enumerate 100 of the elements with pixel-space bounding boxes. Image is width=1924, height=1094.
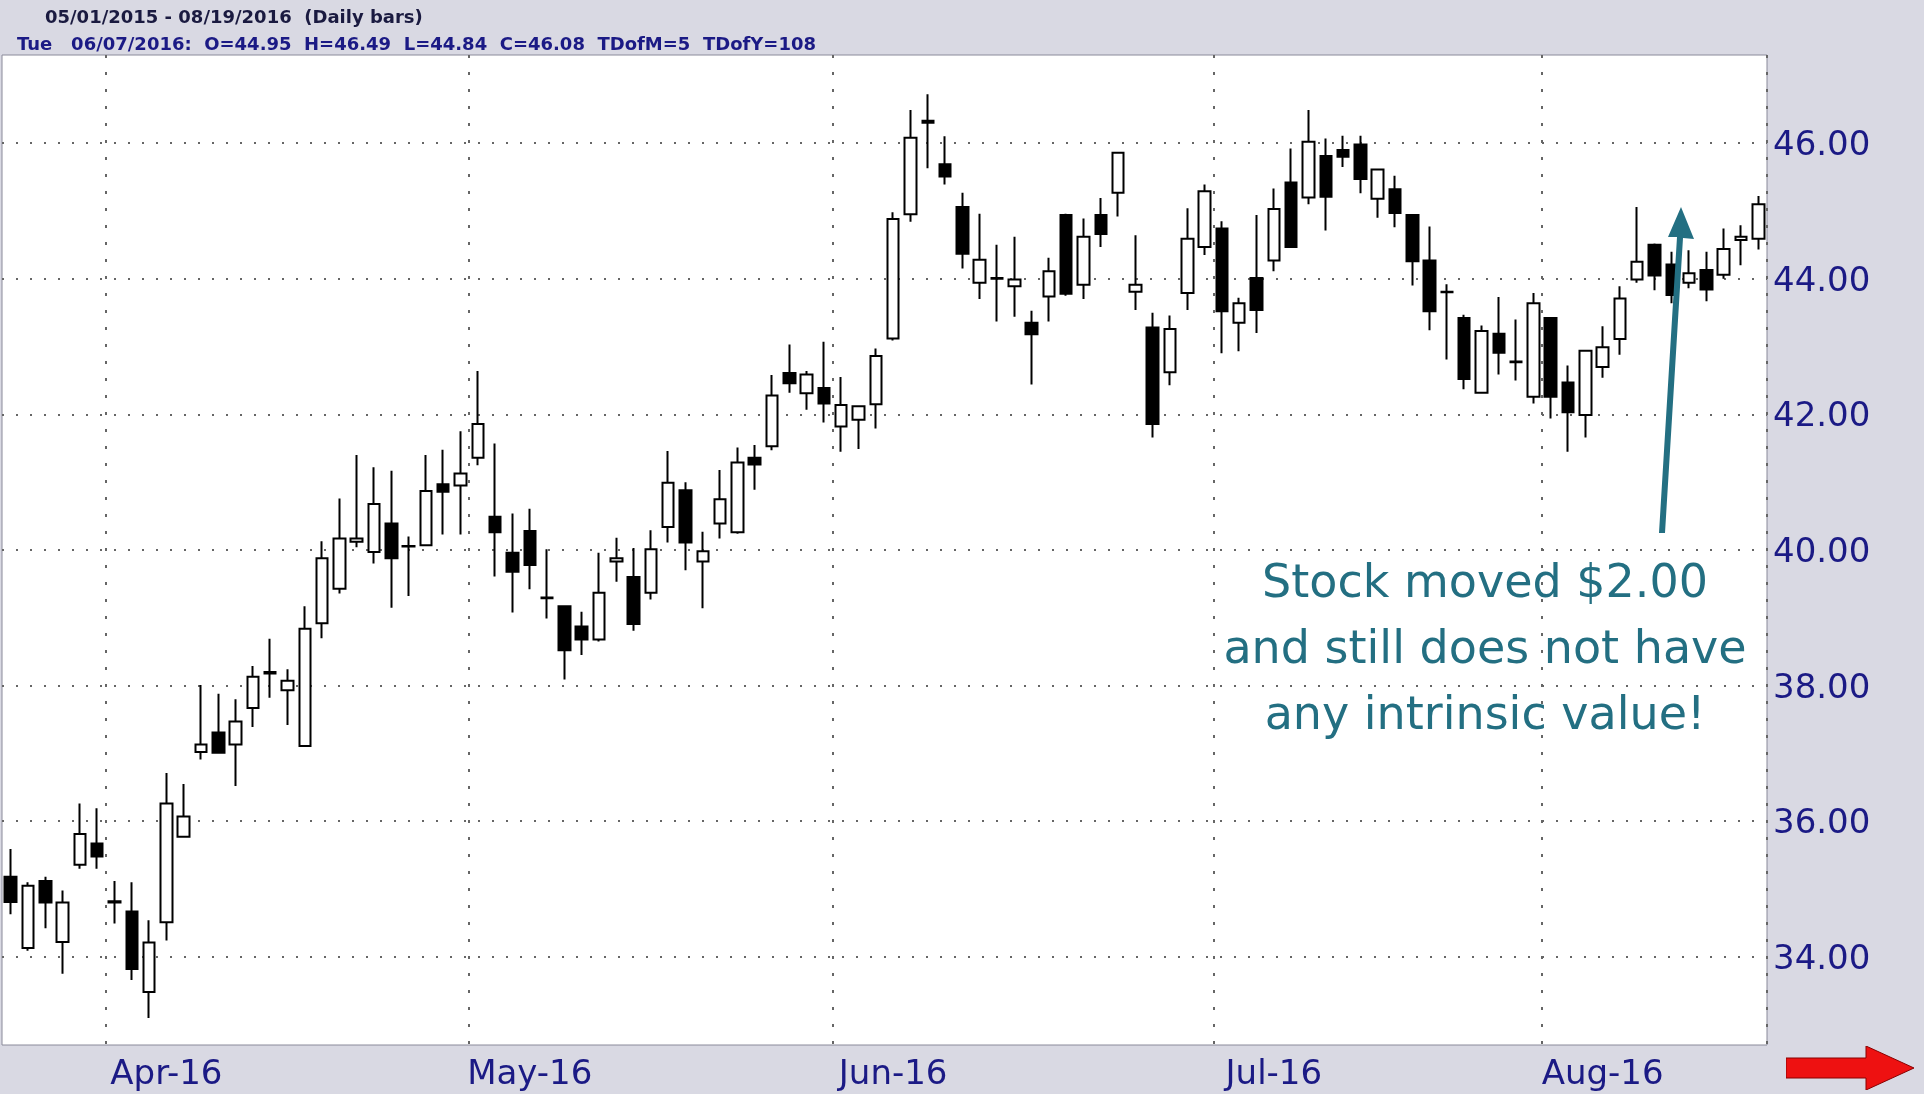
candlestick <box>1197 183 1212 257</box>
y-tick-label: 34.00 <box>1773 936 1871 977</box>
candlestick <box>1111 151 1125 218</box>
candlestick <box>1007 235 1022 318</box>
candlestick <box>678 481 693 572</box>
candlestick <box>176 782 191 838</box>
x-tick-label: Aug-16 <box>1541 1052 1664 1092</box>
candlestick <box>1716 227 1731 280</box>
candlestick <box>540 548 554 620</box>
candlestick <box>730 446 745 535</box>
candlestick <box>367 466 381 565</box>
candlestick <box>55 889 70 975</box>
candlestick <box>1353 134 1368 195</box>
chart-title: 05/01/2015 - 08/19/2016 (Daily bars) <box>45 5 423 27</box>
candlestick <box>1647 242 1662 292</box>
candlestick <box>401 535 416 598</box>
candlestick <box>817 340 831 424</box>
candlestick <box>1076 217 1091 301</box>
x-tick-label: Apr-16 <box>110 1052 223 1092</box>
y-tick-label: 46.00 <box>1773 123 1871 164</box>
candlestick <box>159 772 174 942</box>
candlestick <box>1630 205 1644 284</box>
candlestick <box>142 919 156 1019</box>
candlestick <box>1059 212 1073 297</box>
candlestick <box>90 807 104 870</box>
candlestick <box>505 512 520 614</box>
x-tick-label: Jun-16 <box>836 1052 948 1092</box>
candlestick <box>626 546 641 632</box>
candlestick <box>471 369 485 467</box>
y-tick-label: 40.00 <box>1773 530 1871 570</box>
candlestick <box>332 497 347 595</box>
candlestick <box>3 848 18 916</box>
candlestick <box>1319 137 1333 232</box>
x-tick-label: May-16 <box>467 1052 593 1092</box>
candlestick <box>211 692 226 754</box>
candlestick <box>384 469 399 609</box>
candlestick <box>1042 256 1056 323</box>
y-tick-label: 36.00 <box>1773 801 1871 842</box>
candlestick <box>1163 314 1177 387</box>
candlestick <box>972 212 987 301</box>
candlestick <box>1249 214 1264 335</box>
candlestick <box>782 343 797 394</box>
candlestick <box>38 875 53 930</box>
candlestick <box>1267 187 1281 273</box>
candlestick <box>765 374 779 452</box>
candlestick <box>315 540 329 640</box>
x-tick-label: Jul-16 <box>1223 1052 1323 1092</box>
candlestick <box>1457 313 1471 391</box>
candlestick <box>280 668 295 726</box>
candlestick <box>1232 296 1246 353</box>
candlestick <box>246 664 260 728</box>
candlestick <box>263 637 277 699</box>
annotation: Stock moved $2.00 and still does not have any intrinsic value! <box>1223 554 1747 740</box>
candlestick <box>696 530 710 610</box>
candlestick <box>1699 250 1714 303</box>
candlestick <box>644 529 658 601</box>
candlestick <box>1578 349 1593 439</box>
candlestick <box>1128 234 1143 311</box>
y-tick-label: 44.00 <box>1773 258 1871 299</box>
chart-subtitle: Tue 06/07/2016: O=44.95 H=46.49 L=44.84 C=46.08 TDofM=5 TDofY=108 <box>17 32 817 54</box>
candlestick <box>903 108 918 223</box>
candlestick <box>921 93 935 170</box>
candlestick <box>557 605 572 681</box>
candlestick <box>349 454 364 549</box>
candlestick <box>1422 225 1437 332</box>
candlestick <box>1509 318 1523 382</box>
candlestick <box>1474 324 1489 394</box>
candlestick <box>125 881 139 981</box>
candlestick <box>228 698 243 787</box>
candlestick <box>523 507 537 591</box>
candlestick <box>1145 311 1160 439</box>
candlestick <box>747 443 762 491</box>
candlestick <box>1094 197 1108 248</box>
candlestick <box>419 454 433 547</box>
candlestick <box>1492 296 1506 376</box>
candlestick <box>661 450 675 544</box>
candlestick <box>488 442 502 578</box>
candlestick <box>1595 325 1610 379</box>
candlestick <box>592 551 606 643</box>
candlestick <box>453 430 468 536</box>
candlestick <box>1405 214 1420 287</box>
candlestick <box>990 243 1004 323</box>
y-tick-label: 42.00 <box>1773 394 1871 435</box>
candlestick <box>1682 249 1696 290</box>
candlestick <box>799 369 814 411</box>
candlestick <box>1301 108 1316 206</box>
candlestick <box>1284 147 1298 248</box>
candlestick <box>1734 224 1748 267</box>
candlestick <box>436 448 450 536</box>
candlestick <box>869 347 883 430</box>
candlestick <box>886 211 900 342</box>
candlestick <box>298 605 312 747</box>
candlestick <box>1526 292 1541 405</box>
candlestick <box>194 683 208 761</box>
candlestick <box>1336 134 1350 168</box>
candlestick <box>1180 207 1195 311</box>
candlestick <box>1388 174 1402 229</box>
candlestick <box>955 191 970 270</box>
candlestick <box>1613 285 1627 356</box>
candlestick <box>1561 364 1575 453</box>
